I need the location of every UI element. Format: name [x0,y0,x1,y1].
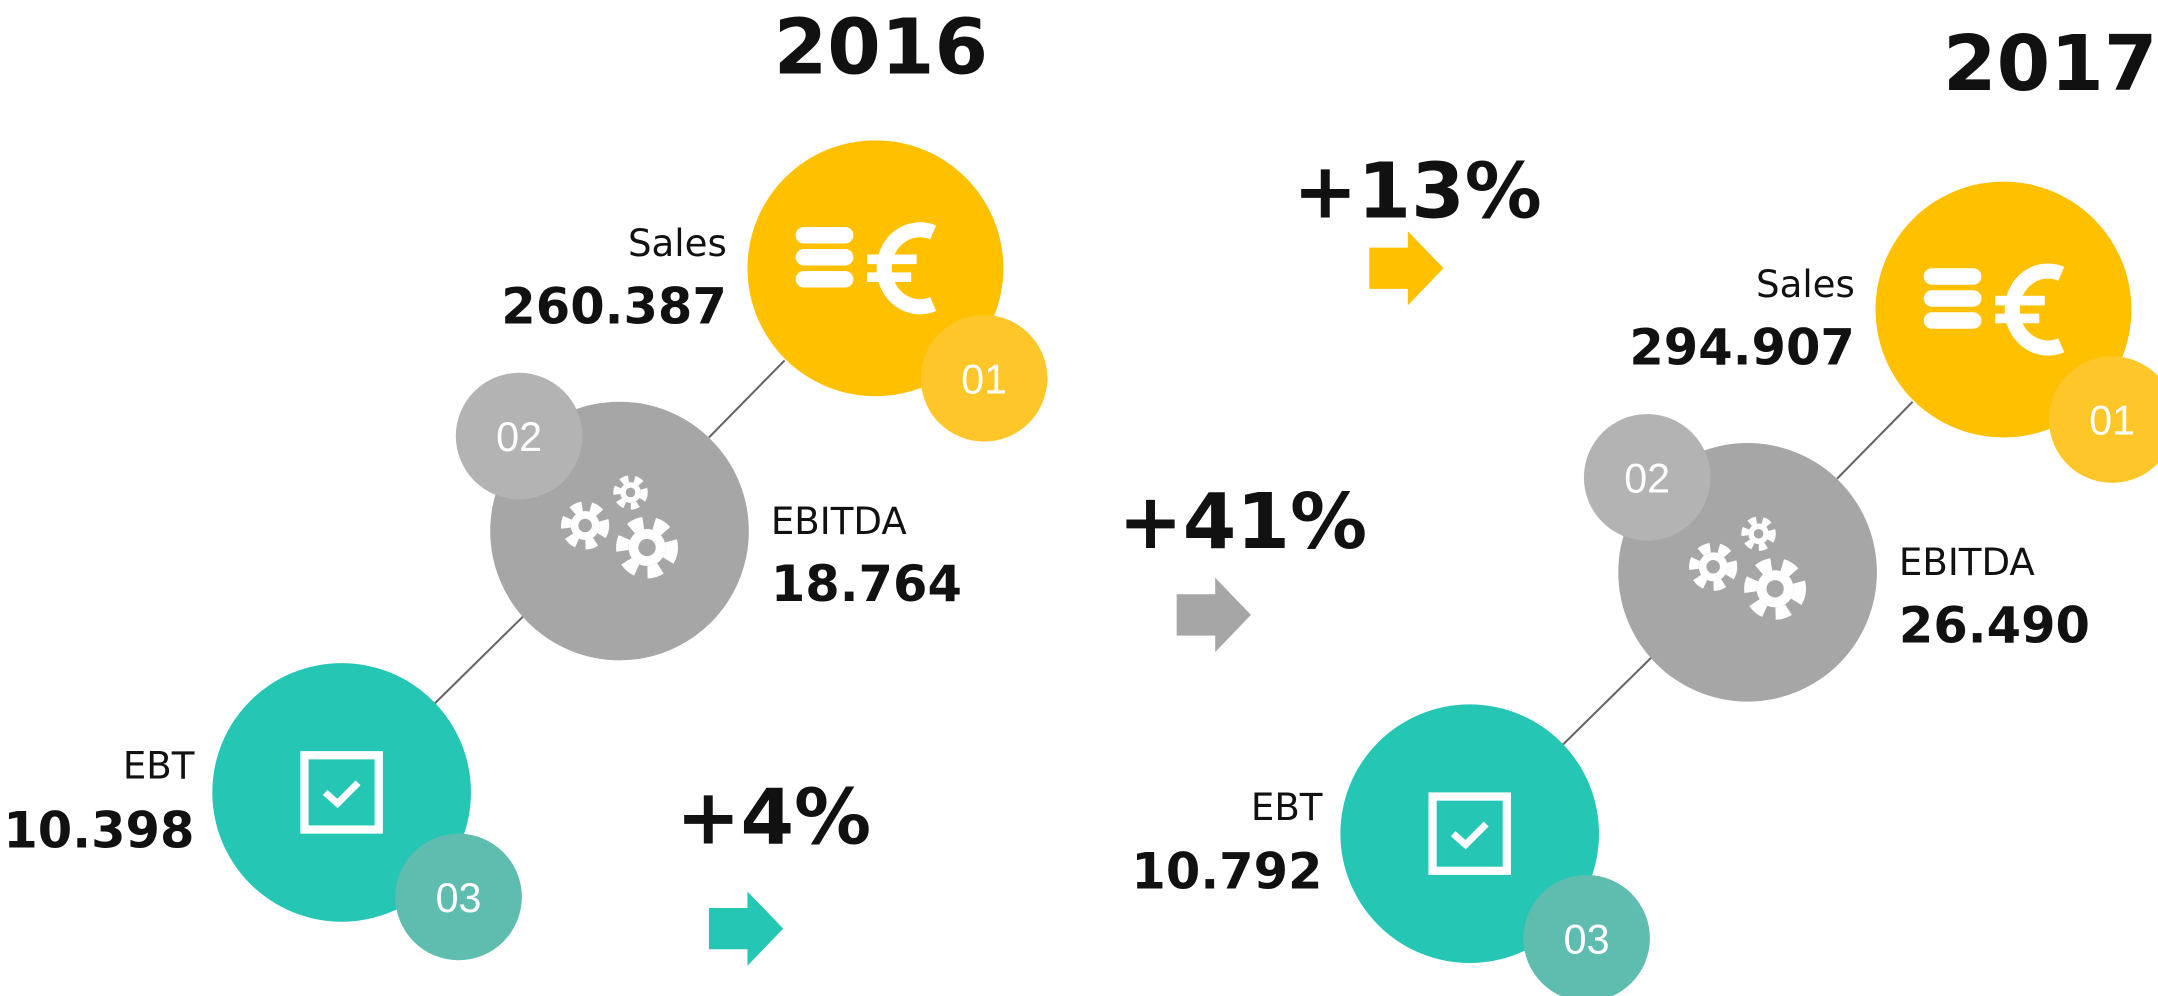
metric-label: Sales [628,222,727,265]
change-percent: +41% [1118,477,1367,567]
euro-icon [2004,263,2065,356]
year-title: 2016 [774,2,988,92]
ebt-circle [1340,704,1600,963]
gear-hole [1753,528,1764,539]
gear-hole [1766,580,1784,598]
badge-number: 03 [1564,916,1610,962]
metric-label: EBT [1251,786,1323,829]
badge-circle [920,315,1048,442]
sales-circle [747,140,1004,397]
gear-hole [625,487,636,498]
euro-bar [1995,313,2040,324]
metric-label: EBT [123,745,195,788]
badge-number: 02 [1624,455,1670,501]
gear-hole [638,538,656,557]
metric-value: 26.490 [1899,596,2090,654]
coin [1923,312,1982,329]
change-arrow [708,891,784,966]
metric-value: 10.398 [3,801,194,859]
metric-value: 10.792 [1131,843,1322,901]
euro-bar [1995,295,2045,306]
gear-teeth [561,501,610,550]
metric-label: EBITDA [771,500,907,543]
gear-teeth [1689,542,1738,591]
connector [708,359,786,439]
sales-circle [1875,181,2132,438]
coin [1923,290,1982,307]
badge-number: 01 [961,356,1007,402]
coin [795,271,854,288]
check-box [1428,792,1511,875]
badge-circle [1583,414,1711,541]
change-arrow [1369,231,1444,306]
year-group: 2016 01 Sales 260.387 02 EBITDA 18.764 03 EBT 10.… [3,2,1048,961]
gear-teeth [616,516,678,579]
gear-teeth [1741,516,1776,551]
badge-circle [395,833,522,961]
connector [433,615,524,706]
badge-number: 02 [496,414,542,460]
metric-value: 18.764 [771,555,962,613]
check-mark [322,780,361,809]
gear-hole [578,518,592,533]
euro-bar [867,254,917,265]
euro-icon [876,222,937,315]
metric-label: Sales [1756,263,1855,306]
euro-bar [867,272,912,283]
metric-label: EBITDA [1899,541,2035,584]
coin [1923,268,1982,285]
badge-number: 01 [2089,398,2135,444]
check-box [300,751,383,834]
change-percent: +4% [676,773,871,863]
metric-value: 294.907 [1629,319,1855,377]
coin [795,249,854,266]
year-title: 2017 [1943,19,2157,109]
connector [1836,400,1914,480]
badge-circle [1523,874,1650,996]
gear-hole [1706,560,1720,574]
badge-number: 03 [436,875,482,921]
gear-teeth [1744,557,1807,620]
change-arrow [1176,577,1251,653]
badge-circle [455,372,583,500]
badge-circle [2048,356,2158,483]
year-group: 2017 01 Sales 294.907 02 EBITDA 26.490 03 EBT 10.… [1131,19,2158,996]
metric-value: 260.387 [501,277,727,335]
change-percent: +13% [1293,147,1542,237]
gear-teeth [613,475,648,510]
coin [795,226,854,244]
connector [1561,656,1653,747]
check-mark [1450,821,1489,850]
ebt-circle [212,663,471,922]
